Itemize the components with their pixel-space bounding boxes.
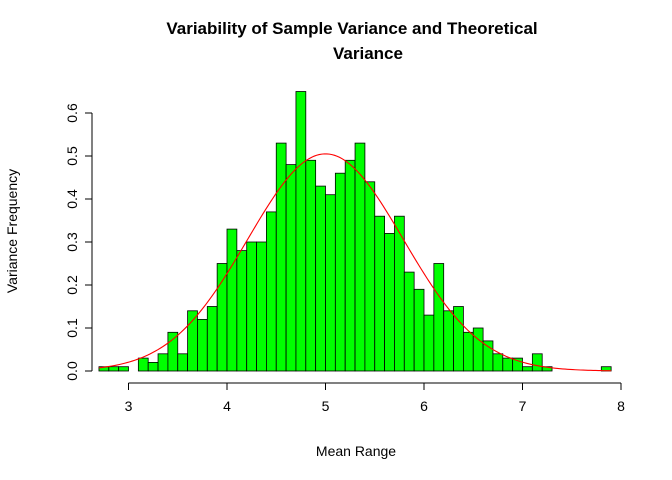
histogram-bars — [98, 91, 612, 372]
y-axis: 0.0 0.1 0.2 0.3 0.4 0.5 0.6 — [64, 103, 93, 381]
x-tick-label: 6 — [420, 398, 428, 414]
chart-title-line-2: Variance — [333, 44, 403, 63]
histogram-bar — [226, 228, 238, 372]
histogram-bar — [403, 271, 415, 372]
histogram-bar — [137, 357, 149, 372]
histogram-bar — [354, 142, 366, 372]
histogram-bar — [462, 331, 474, 372]
histogram-bar — [344, 159, 356, 372]
histogram-bar — [325, 194, 336, 372]
histogram-bar — [167, 331, 179, 372]
y-tick-label: 0.6 — [64, 103, 80, 123]
histogram-bar — [531, 353, 543, 372]
histogram-bar — [374, 215, 386, 372]
x-tick-label: 5 — [322, 398, 330, 414]
histogram-bar — [315, 185, 326, 372]
histogram-bar — [305, 159, 317, 372]
histogram-bar — [206, 306, 218, 372]
histogram-bar — [246, 241, 257, 372]
y-tick-label: 0.1 — [64, 318, 80, 338]
histogram-bar — [236, 250, 248, 372]
histogram-bar — [285, 164, 297, 372]
histogram-bar — [216, 263, 228, 372]
histogram-bar — [443, 310, 454, 372]
y-tick-label: 0.4 — [64, 189, 80, 209]
x-axis: 3 4 5 6 7 8 — [125, 382, 625, 414]
histogram-bar — [157, 353, 169, 372]
histogram-bar — [482, 340, 494, 372]
histogram-bar — [334, 172, 346, 372]
histogram-bar — [413, 288, 425, 372]
histogram-bar — [256, 241, 267, 372]
y-tick-label: 0.0 — [64, 361, 80, 381]
x-tick-label: 4 — [223, 398, 231, 414]
histogram-bar — [364, 181, 376, 372]
histogram-bar — [423, 314, 435, 372]
histogram-bar — [197, 318, 208, 372]
histogram-bar — [295, 91, 307, 372]
x-tick-label: 8 — [617, 398, 625, 414]
histogram-bar — [512, 357, 523, 372]
y-tick-label: 0.5 — [64, 146, 80, 166]
histogram-bar — [502, 357, 514, 372]
histogram-bar — [265, 211, 277, 372]
histogram-bar — [118, 366, 129, 372]
histogram-bar — [492, 353, 504, 372]
x-axis-label: Mean Range — [316, 443, 396, 459]
x-tick-label: 7 — [519, 398, 527, 414]
histogram-bar — [433, 263, 445, 372]
histogram-bar — [108, 366, 120, 372]
y-tick-label: 0.3 — [64, 232, 80, 252]
histogram-bar — [275, 142, 287, 372]
histogram-bar — [522, 366, 533, 372]
x-tick-label: 3 — [125, 398, 133, 414]
chart-title-line-1: Variability of Sample Variance and Theor… — [166, 19, 537, 38]
histogram-bar — [177, 353, 189, 372]
y-axis-label: Variance Frequency — [4, 169, 20, 293]
histogram-bar — [384, 232, 395, 372]
histogram-bar — [147, 361, 159, 372]
y-tick-label: 0.2 — [64, 275, 80, 295]
histogram-bar — [472, 327, 484, 372]
theoretical-density-curve — [98, 153, 612, 372]
